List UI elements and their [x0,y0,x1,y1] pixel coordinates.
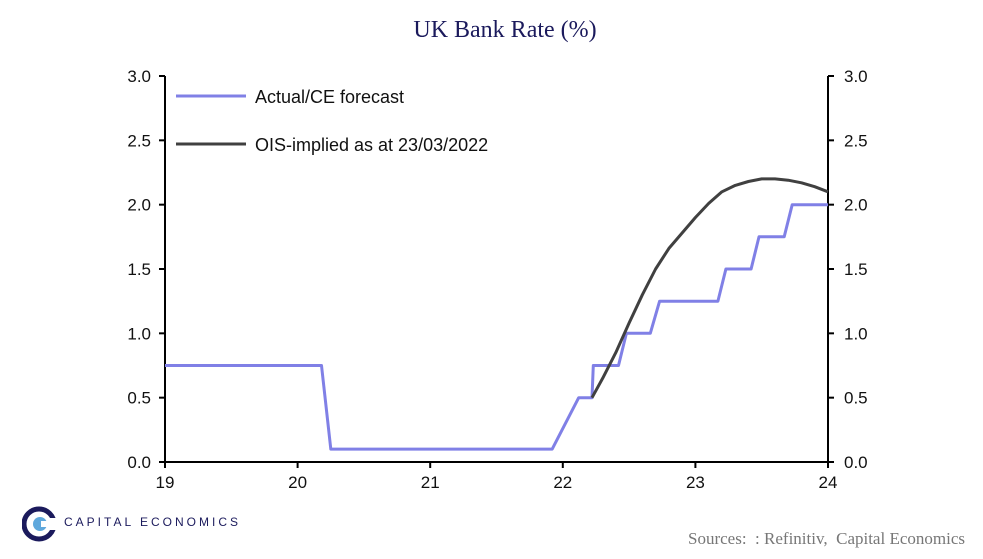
y-tick-label-left: 3.0 [127,67,151,86]
y-tick-label-left: 0.5 [127,389,151,408]
x-tick-label: 24 [819,473,838,492]
y-tick-label-left: 1.0 [127,324,151,343]
x-tick-label: 23 [686,473,705,492]
x-tick-label: 19 [156,473,175,492]
y-tick-label-left: 2.5 [127,131,151,150]
x-tick-label: 20 [288,473,307,492]
y-tick-label-left: 2.0 [127,196,151,215]
y-tick-label-right: 0.5 [844,389,868,408]
y-tick-label-right: 2.0 [844,196,868,215]
chart-title: UK Bank Rate (%) [413,17,596,43]
logo-text: CAPITAL ECONOMICS [64,515,242,529]
capital-economics-logo: CAPITAL ECONOMICS [21,504,252,544]
y-tick-label-right: 1.0 [844,324,868,343]
logo-mark-icon [21,506,59,542]
y-tick-label-right: 2.5 [844,131,868,150]
x-tick-label: 21 [421,473,440,492]
series-layer [165,177,829,451]
series-line-0 [165,203,828,451]
y-tick-label-right: 0.0 [844,453,868,472]
axes: 0.0 0.0 0.5 0.5 1.0 1.0 1.5 1.5 2.0 2.0 2.5 2.5 3.0 3… [127,67,867,492]
y-tick-label-left: 0.0 [127,453,151,472]
series-line-1 [590,177,829,399]
legend-label-1: OIS-implied as at 23/03/2022 [255,135,488,155]
legend-label-0: Actual/CE forecast [255,87,404,107]
x-tick-label: 22 [553,473,572,492]
y-tick-label-left: 1.5 [127,260,151,279]
legend: Actual/CE forecast OIS-implied as at 23/0… [176,87,488,155]
source-note: Sources: : Refinitiv, Capital Economics [688,529,965,548]
y-tick-label-right: 3.0 [844,67,868,86]
y-tick-label-right: 1.5 [844,260,868,279]
